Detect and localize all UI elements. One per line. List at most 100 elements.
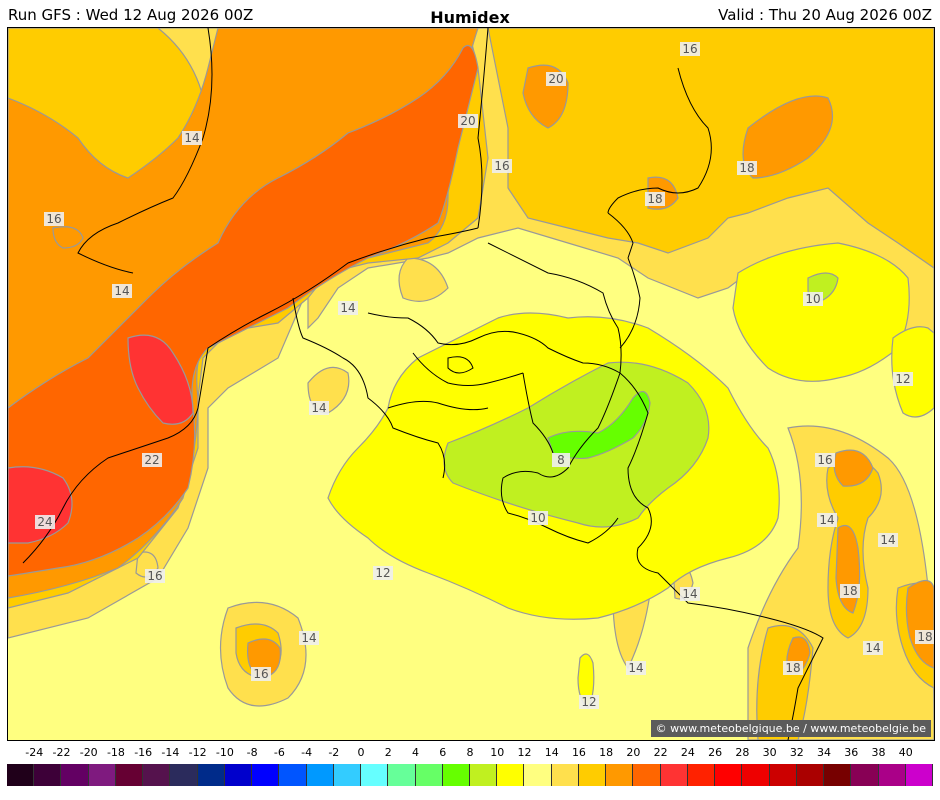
scale-swatch (606, 764, 634, 786)
scale-swatch (252, 764, 280, 786)
border-lines (22, 28, 824, 740)
scale-swatch (742, 764, 770, 786)
scale-tick-label: -2 (328, 746, 340, 759)
svg-text:18: 18 (842, 584, 857, 598)
contour-label: 20 (458, 114, 478, 128)
contour-label: 14 (112, 284, 132, 298)
run-label: Run GFS : Wed 12 Aug 2026 00Z (8, 6, 254, 24)
scale-swatch (306, 764, 334, 786)
scale-swatch (7, 764, 35, 786)
scale-swatch (143, 764, 171, 786)
contour-label: 10 (528, 511, 548, 525)
scale-tick-label: 16 (571, 746, 586, 759)
svg-text:12: 12 (895, 372, 910, 386)
contour-label: 14 (878, 533, 898, 547)
contour-label: 14 (299, 631, 319, 645)
contour-label: 10 (803, 292, 823, 306)
contour-label: 12 (373, 566, 393, 580)
scale-swatch (388, 764, 416, 786)
scale-tick-label: -22 (52, 746, 71, 759)
contour-label: 18 (645, 192, 665, 206)
svg-text:20: 20 (548, 72, 563, 86)
contour-label: 14 (817, 513, 837, 527)
scale-swatch (687, 764, 716, 786)
svg-text:12: 12 (375, 566, 390, 580)
scale-swatch (824, 764, 852, 786)
contour-label: 14 (863, 641, 883, 655)
svg-text:14: 14 (865, 641, 880, 655)
scale-tick-label: -6 (273, 746, 285, 759)
scale-tick-label: -12 (188, 746, 207, 759)
scale-swatch (851, 764, 879, 786)
scale-tick-label: 2 (384, 746, 392, 759)
scale-tick-label: 12 (517, 746, 532, 759)
band-22-regions (8, 44, 479, 577)
contour-label: 16 (44, 212, 64, 226)
scale-tick-label: -10 (215, 746, 234, 759)
humidex-map: 20 16 20 18 18 14 16 16 14 10 14 14 12 2… (7, 27, 935, 741)
svg-text:16: 16 (682, 42, 697, 56)
contour-label: 16 (815, 453, 835, 467)
svg-text:14: 14 (880, 533, 895, 547)
contour-label: 12 (579, 695, 599, 709)
scale-tick-label: 26 (708, 746, 723, 759)
contour-label: 14 (338, 301, 358, 315)
svg-text:16: 16 (817, 453, 832, 467)
color-scale: -24 -22 -20 -18 -16 -14 -12 -10 -8 -6 -4 -2 0 2 4 6 8 10 1… (0, 742, 940, 800)
svg-text:14: 14 (340, 301, 355, 315)
svg-text:16: 16 (253, 667, 268, 681)
scale-swatch (61, 764, 89, 786)
svg-text:18: 18 (785, 661, 800, 675)
contour-label: 14 (182, 131, 202, 145)
scale-swatch (469, 764, 498, 786)
contour-label: 14 (626, 661, 646, 675)
contour-label: 14 (680, 587, 700, 601)
scale-tick-label: 20 (626, 746, 641, 759)
svg-text:18: 18 (739, 161, 754, 175)
svg-text:10: 10 (530, 511, 545, 525)
scale-swatch (279, 764, 307, 786)
scale-swatch (905, 764, 933, 786)
svg-text:12: 12 (581, 695, 596, 709)
scale-swatch (715, 764, 743, 786)
scale-tick-label: 6 (439, 746, 447, 759)
scale-swatch (361, 764, 389, 786)
svg-text:14: 14 (819, 513, 834, 527)
scale-tick-label: 30 (762, 746, 777, 759)
scale-tick-label: 14 (544, 746, 559, 759)
svg-text:10: 10 (805, 292, 820, 306)
scale-swatch (333, 764, 362, 786)
scale-swatch (878, 764, 906, 786)
scale-swatch (34, 764, 62, 786)
scale-tick-label: 4 (412, 746, 420, 759)
scale-swatch (170, 764, 198, 786)
scale-tick-label: 32 (789, 746, 804, 759)
scale-swatch (497, 764, 525, 786)
scale-swatch (660, 764, 688, 786)
scale-tick-label: 22 (653, 746, 668, 759)
svg-text:18: 18 (917, 630, 932, 644)
scale-tick-label: 36 (844, 746, 859, 759)
svg-text:16: 16 (46, 212, 61, 226)
chart-title: Humidex (430, 8, 510, 27)
scale-swatch (551, 764, 579, 786)
scale-swatch (115, 764, 144, 786)
svg-text:20: 20 (460, 114, 475, 128)
contour-label: 8 (552, 453, 570, 467)
contour-label: 16 (492, 159, 512, 173)
copyright-notice: © www.meteobelgique.be / www.meteobelgie… (650, 720, 931, 737)
scale-tick-label: -16 (134, 746, 153, 759)
contour-label: 18 (915, 630, 934, 644)
scale-tick-label: 18 (599, 746, 614, 759)
valid-label: Valid : Thu 20 Aug 2026 00Z (718, 6, 932, 24)
scale-tick-label: -4 (301, 746, 313, 759)
scale-tick-label: -20 (79, 746, 98, 759)
svg-text:16: 16 (147, 569, 162, 583)
svg-text:18: 18 (647, 192, 662, 206)
scale-swatch (197, 764, 225, 786)
svg-text:14: 14 (301, 631, 316, 645)
scale-tick-label: 40 (898, 746, 913, 759)
svg-text:8: 8 (557, 453, 565, 467)
contour-label: 12 (893, 372, 913, 386)
scale-swatch (524, 764, 552, 786)
